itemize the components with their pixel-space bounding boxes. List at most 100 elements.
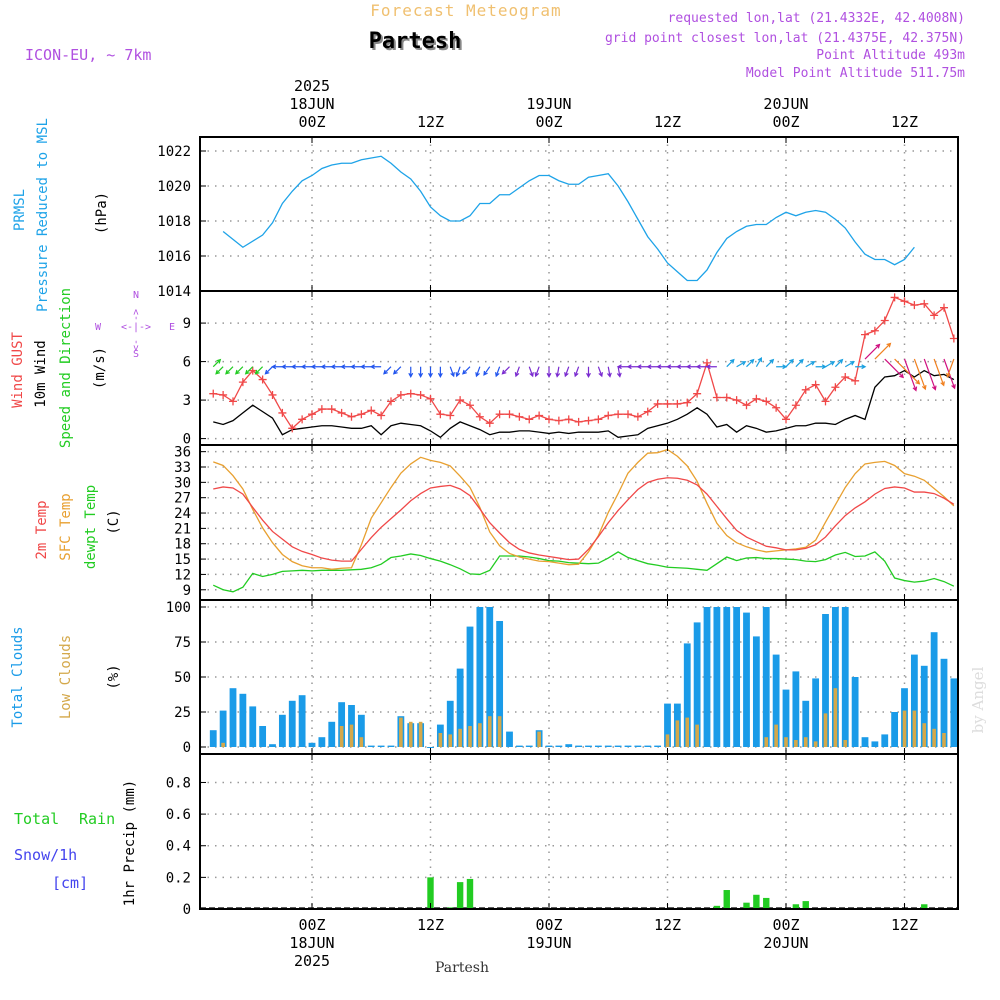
low-cloud-bar: [665, 734, 670, 747]
y-tick-label: 0.4: [166, 839, 191, 855]
low-cloud-bar: [823, 713, 828, 747]
wind-direction-arrow: [369, 364, 382, 370]
wind-direction-arrow: [215, 366, 224, 375]
low-cloud-bar: [458, 728, 462, 747]
low-cloud-bar: [359, 737, 364, 747]
total-cloud-bar: [506, 731, 513, 747]
gust-point: [406, 389, 415, 398]
gust-point: [525, 415, 534, 424]
total-cloud-bar: [881, 734, 889, 747]
wind-direction-arrow: [616, 366, 622, 378]
gust-point: [268, 390, 277, 399]
gust-point: [841, 372, 850, 381]
total-cloud-bar: [555, 745, 563, 747]
wind-direction-arrow: [695, 364, 707, 370]
wind-direction-arrow: [646, 364, 658, 370]
wind-10m-label: 10m Wind: [33, 340, 49, 407]
time-label: 00Z: [535, 916, 562, 934]
gust-point: [367, 406, 376, 415]
model-label: ICON-EU, ~ 7km: [25, 46, 151, 64]
wind-direction-arrow: [825, 361, 836, 368]
low-cloud-bar: [418, 721, 423, 747]
compass-rose: N S W E <-|-> -> <-: [95, 290, 175, 360]
low-cloud-bar: [675, 720, 680, 747]
low-cloud-bar: [221, 742, 225, 747]
wind-direction-arrow: [805, 361, 816, 368]
wind-direction-arrow: [736, 361, 747, 368]
wind-direction-arrow: [359, 364, 372, 370]
y-tick-label: 100: [166, 600, 191, 616]
low-cloud-bar: [764, 737, 769, 747]
total-cloud-bar: [259, 726, 267, 747]
total-cloud-bar: [664, 703, 671, 747]
wind-direction-arrow: [383, 366, 392, 375]
wind-gust-label: Wind GUST: [10, 332, 26, 408]
wind-direction-arrow: [884, 358, 905, 379]
wind-direction-arrow: [225, 366, 234, 375]
total-cloud-bar: [792, 671, 800, 747]
wind-direction-arrow: [234, 366, 244, 375]
wind-direction-arrow: [418, 366, 424, 378]
y-tick-label: 1016: [157, 249, 191, 265]
wind-direction-arrow: [330, 364, 342, 370]
y-tick-label: 0: [183, 902, 191, 918]
total-cloud-bar: [802, 700, 810, 747]
y-tick-label: 1020: [157, 179, 191, 195]
wind-direction-arrow: [616, 364, 628, 370]
gust-point: [712, 393, 721, 402]
wind-direction-arrow: [675, 364, 688, 370]
panel-3: 0 25 50 75 100: [166, 599, 959, 756]
gust-point: [880, 316, 889, 325]
series-line-dewpt-temp: [212, 551, 955, 593]
cloud-labels: Total Clouds Low Clouds (%): [10, 626, 122, 727]
low-cloud-bar: [408, 721, 413, 747]
wind-direction-arrow: [705, 364, 717, 370]
temp-unit: (C): [106, 509, 122, 534]
wind-direction-arrow: [546, 366, 552, 378]
total-cloud-bar: [871, 741, 879, 747]
series-line-2m-temp: [213, 477, 955, 562]
gust-point: [703, 358, 711, 367]
wind-direction-arrow: [726, 358, 735, 368]
total-cloud-bar: [585, 745, 592, 747]
gust-point: [772, 403, 781, 412]
gust-point: [752, 394, 761, 403]
snow-unit: [cm]: [52, 874, 88, 892]
y-tick-label: 12: [174, 567, 191, 583]
gust-point: [722, 393, 731, 402]
gust-point: [535, 411, 544, 420]
rain-bar: [427, 877, 434, 909]
y-tick-label: 6: [183, 355, 191, 371]
gust-point: [396, 390, 405, 399]
gust-point: [466, 401, 474, 410]
gust-point: [387, 397, 395, 406]
y-tick-label: 36: [174, 445, 191, 461]
gust-point: [327, 405, 336, 414]
y-tick-label: 9: [183, 583, 191, 599]
y-tick-label: 25: [174, 705, 191, 721]
plot-area: [209, 293, 958, 439]
panel-frame: [199, 753, 959, 910]
series-line-10m-wind: [213, 369, 955, 439]
total-cloud-bar: [427, 747, 434, 748]
wind-direction-arrow: [933, 358, 945, 387]
footer-location: Partesh: [435, 960, 489, 976]
gust-point: [238, 378, 247, 387]
total-cloud-bar: [752, 636, 760, 747]
series-line-prmsl: [222, 155, 915, 282]
gust-point: [683, 398, 692, 407]
wind-direction-arrow: [923, 358, 937, 391]
rain-bar: [802, 901, 809, 909]
gust-point: [317, 405, 326, 414]
wind-direction-arrow: [555, 366, 561, 378]
gust-point: [258, 375, 267, 384]
series-line-wind-gust: [213, 296, 955, 430]
y-tick-label: 15: [174, 552, 191, 568]
wind-direction-arrow: [626, 364, 638, 370]
compass-horizontal: <-|->: [121, 322, 151, 333]
wind-direction-arrow: [685, 364, 698, 370]
total-cloud-bar: [338, 702, 346, 747]
time-label: 00Z: [772, 113, 799, 131]
y-tick-label: 21: [174, 521, 191, 537]
